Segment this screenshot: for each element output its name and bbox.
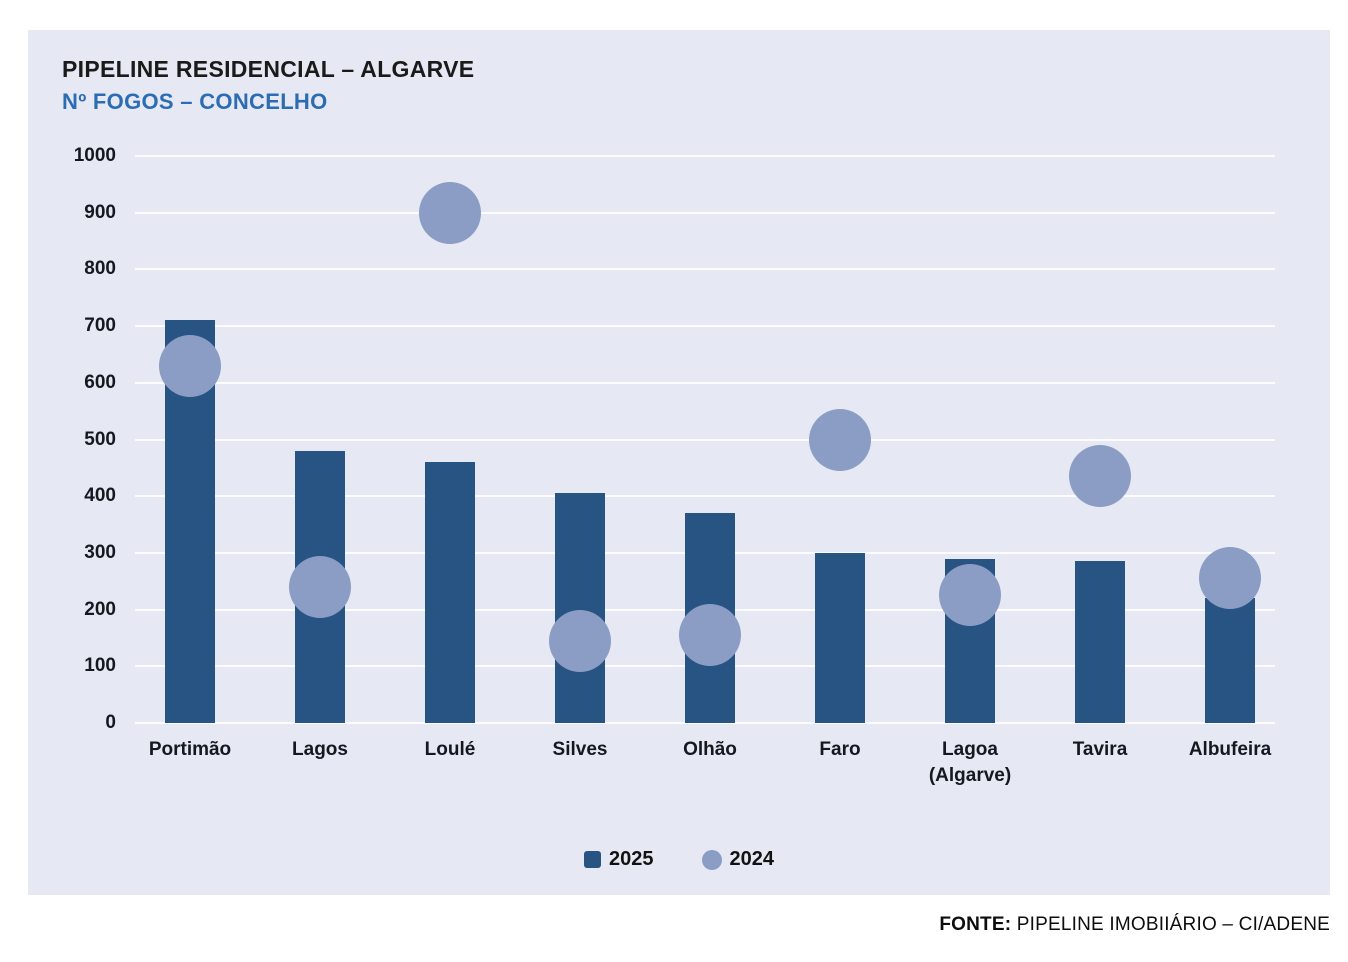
y-tick-label: 200 <box>84 598 116 620</box>
bar-2025-Faro <box>815 552 865 723</box>
y-tick-label: 500 <box>84 428 116 450</box>
category-label: Lagoa (Algarve) <box>928 739 1012 786</box>
legend-item-2025: 2025 <box>584 848 654 871</box>
page-subtitle: Nº FOGOS – CONCELHO <box>62 89 328 114</box>
y-gridline <box>135 722 1275 724</box>
category-label: Lagos <box>292 739 348 760</box>
y-tick-label: 800 <box>84 258 116 280</box>
source-text: PIPELINE IMOBIIÁRIO – CI/ADENE <box>1016 914 1330 935</box>
category-label: Silves <box>552 739 608 760</box>
legend-label: 2025 <box>609 848 654 870</box>
bar-2025-Loulé <box>425 462 475 723</box>
dot-2024-Olhão <box>679 604 741 667</box>
bar-2025-Silves <box>555 493 605 723</box>
dot-2024-Faro <box>809 408 871 471</box>
y-gridline <box>135 381 1275 384</box>
y-gridline <box>135 268 1275 271</box>
y-tick-label: 100 <box>84 655 116 677</box>
plot-area: 0 100 200 300 400 500 600 700 800 900 1000 Portimão… <box>28 30 1330 895</box>
bar-2025-Albufeira <box>1205 598 1255 723</box>
page-title: PIPELINE RESIDENCIAL – ALGARVE <box>62 56 475 82</box>
y-tick-label: 0 <box>105 712 116 733</box>
legend: 2025 2024 <box>28 848 1330 871</box>
dot-2024-Tavira <box>1069 445 1131 508</box>
category-label: Portimão <box>148 739 232 760</box>
y-tick-label: 600 <box>84 371 116 393</box>
legend-item-2024: 2024 <box>701 848 775 871</box>
y-tick-label: 700 <box>84 315 116 337</box>
category-label: Tavira <box>1072 739 1128 760</box>
dot-2024-Lagos <box>289 555 351 618</box>
category-label: Faro <box>819 739 861 760</box>
legend-label: 2024 <box>729 848 775 870</box>
y-gridline <box>135 495 1275 498</box>
category-label: Olhão <box>683 739 737 760</box>
category-label: Loulé <box>424 739 476 760</box>
dot-2024-Portimão <box>159 334 221 397</box>
y-gridline <box>135 438 1275 441</box>
dot-2024-Silves <box>549 609 611 672</box>
dot-2024-Lagoa (Algarve) <box>939 564 1001 627</box>
bar-2025-Tavira <box>1075 561 1125 723</box>
source-label: FONTE: <box>939 914 1012 935</box>
legend-square-swatch <box>584 851 601 868</box>
legend-circle-swatch <box>701 849 722 870</box>
y-gridline <box>135 325 1275 328</box>
category-label: Albufeira <box>1188 739 1272 760</box>
dot-2024-Albufeira <box>1199 547 1261 610</box>
dot-2024-Loulé <box>419 181 481 244</box>
y-tick-label: 1000 <box>73 145 116 166</box>
y-tick-label: 900 <box>84 201 116 223</box>
y-tick-label: 300 <box>84 541 116 563</box>
source-note: FONTE: PIPELINE IMOBIIÁRIO – CI/ADENE <box>939 912 1330 938</box>
y-tick-label: 400 <box>84 485 116 507</box>
y-gridline <box>135 211 1275 214</box>
y-gridline <box>135 155 1275 157</box>
chart-panel: PIPELINE RESIDENCIAL – ALGARVE Nº FOGOS … <box>28 30 1330 895</box>
